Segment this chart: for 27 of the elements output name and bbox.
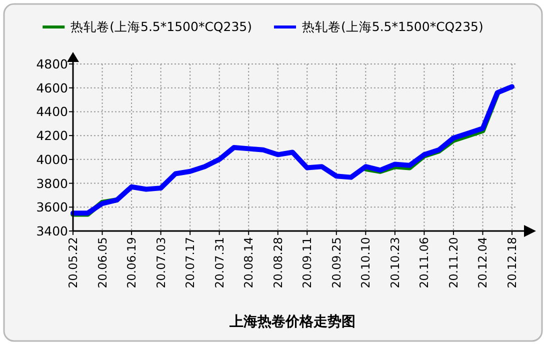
y-tick-label: 4600	[36, 80, 68, 96]
y-tick-label: 4400	[36, 104, 68, 120]
legend-label: 热轧卷(上海5.5*1500*CQ235)	[302, 19, 484, 34]
legend-label: 热轧卷(上海5.5*1500*CQ235)	[70, 19, 252, 34]
x-tick-label: 20.12.04	[476, 237, 490, 288]
x-tick-label: 20.09.11	[300, 237, 314, 288]
text: 上海热卷价格走势图	[228, 314, 356, 330]
y-tick-label: 3600	[36, 200, 68, 215]
y-tick-label: 3800	[36, 176, 68, 191]
y-tick-label: 4800	[36, 56, 68, 72]
x-tick-label: 20.10.23	[388, 237, 402, 288]
x-tick-label: 20.07.17	[183, 237, 198, 288]
x-tick-label: 20.06.05	[95, 237, 110, 288]
x-tick-label: 20.08.14	[242, 237, 256, 288]
y-tick-label: 3400	[36, 224, 68, 238]
y-tick-label: 4000	[36, 152, 68, 167]
x-tick-label: 20.10.10	[358, 237, 373, 288]
y-tick-label: 4200	[36, 128, 68, 144]
x-tick-label: 20.07.31	[212, 237, 226, 288]
x-tick-label: 20.11.20	[446, 237, 460, 288]
x-tick-label: 20.11.06	[417, 237, 432, 288]
x-tick-label: 20.06.19	[124, 237, 139, 288]
x-tick-label: 20.12.18	[505, 237, 519, 288]
x-tick-label: 20.09.25	[329, 237, 344, 288]
x-tick-label: 20.08.28	[270, 237, 285, 288]
x-tick-label: 20.07.03	[154, 237, 168, 288]
x-tick-label: 20.05.22	[66, 237, 80, 288]
